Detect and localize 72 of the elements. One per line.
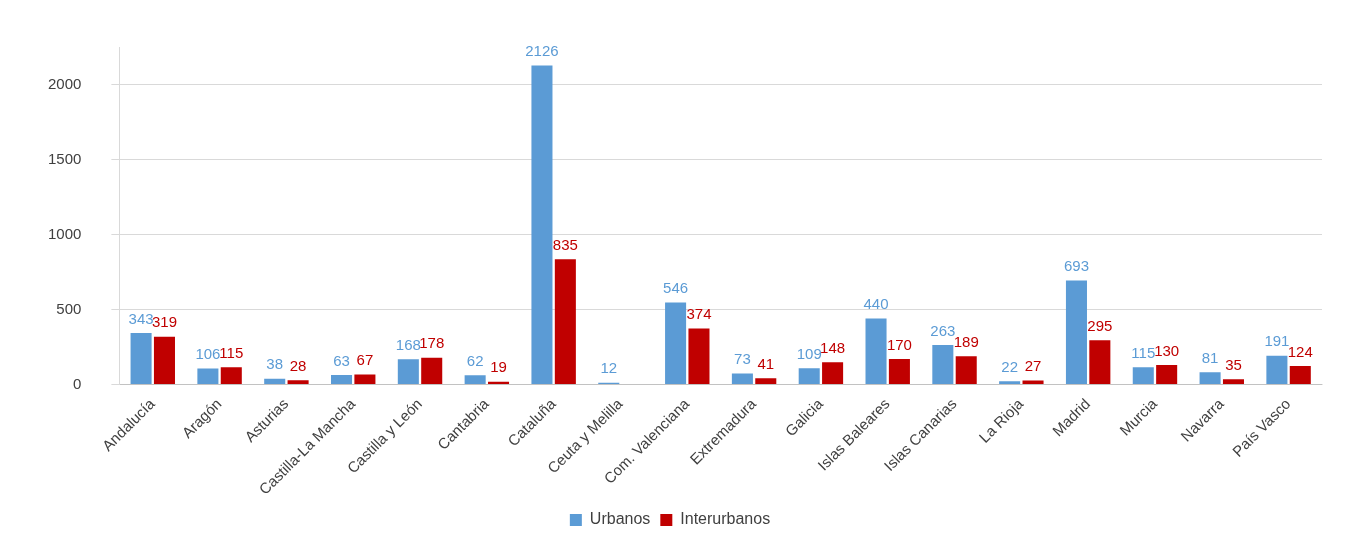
bar <box>331 375 353 384</box>
data-label: 41 <box>757 354 775 372</box>
bar <box>1132 367 1154 384</box>
bar <box>421 357 443 384</box>
data-label: 81 <box>1201 348 1219 366</box>
y-tick-label: 0 <box>73 374 82 392</box>
y-tick-label: 500 <box>56 299 82 317</box>
bar <box>1089 340 1111 384</box>
bar <box>665 302 687 384</box>
bar <box>264 378 286 384</box>
bar <box>397 359 419 384</box>
bar <box>220 367 242 384</box>
bar <box>464 375 486 384</box>
data-label: 440 <box>863 295 889 313</box>
bar <box>1222 379 1244 384</box>
bar <box>287 380 309 384</box>
bar <box>731 373 753 384</box>
data-label: 170 <box>886 335 912 353</box>
data-label: 62 <box>466 351 484 369</box>
data-label: 263 <box>930 321 956 339</box>
data-label: 374 <box>686 305 712 323</box>
bar <box>865 318 887 384</box>
bar <box>130 333 152 384</box>
data-label: 73 <box>734 350 751 368</box>
data-label: 546 <box>663 279 689 297</box>
data-label: 168 <box>395 335 421 353</box>
bar <box>197 368 219 384</box>
bar <box>531 65 553 384</box>
bar <box>1199 372 1221 384</box>
y-tick-label: 1000 <box>47 224 82 242</box>
bar <box>1022 380 1044 384</box>
data-label: 178 <box>419 334 445 352</box>
bar <box>822 362 844 384</box>
data-label: 835 <box>552 235 578 253</box>
bar <box>688 328 710 384</box>
data-label: 191 <box>1264 332 1290 350</box>
legend-label: Urbanos <box>589 510 651 528</box>
data-label: 35 <box>1225 355 1242 373</box>
data-label: 148 <box>820 338 846 356</box>
data-label: 295 <box>1087 316 1113 334</box>
data-label: 115 <box>1131 343 1156 361</box>
bar <box>798 368 820 384</box>
bar <box>932 345 954 384</box>
bar <box>888 358 910 384</box>
data-label: 693 <box>1063 257 1089 275</box>
data-label: 115 <box>219 343 244 361</box>
data-label: 19 <box>490 358 507 376</box>
bar <box>554 259 576 384</box>
data-label: 2126 <box>525 42 559 60</box>
data-label: 109 <box>796 344 822 362</box>
bar <box>354 374 376 384</box>
bar <box>955 356 977 384</box>
bar <box>1289 365 1311 384</box>
y-tick-label: 1500 <box>47 149 82 167</box>
bar <box>1266 355 1288 384</box>
data-label: 67 <box>356 351 374 369</box>
data-label: 12 <box>600 359 618 377</box>
bar <box>153 336 175 384</box>
legend-label: Interurbanos <box>680 510 771 528</box>
bar <box>755 378 777 384</box>
data-label: 106 <box>195 345 221 363</box>
data-label: 63 <box>333 351 350 369</box>
y-tick-label: 2000 <box>47 74 82 92</box>
bar <box>1065 280 1087 384</box>
bar <box>1156 364 1178 384</box>
data-label: 124 <box>1287 342 1313 360</box>
data-label: 27 <box>1024 357 1042 375</box>
data-label: 130 <box>1154 341 1180 359</box>
bar <box>999 381 1021 384</box>
data-label: 22 <box>1001 357 1018 375</box>
data-label: 28 <box>289 356 307 374</box>
data-label: 38 <box>266 355 284 373</box>
